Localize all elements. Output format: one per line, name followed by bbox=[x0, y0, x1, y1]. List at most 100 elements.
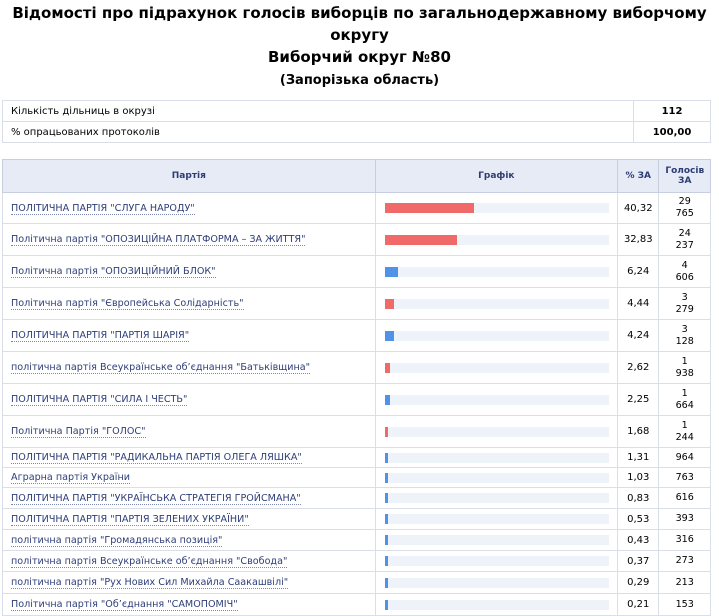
votes-line1: 273 bbox=[675, 555, 694, 566]
table-row: Політична партія "ОПОЗИЦІЙНА ПЛАТФОРМА –… bbox=[2, 223, 711, 256]
percent-cell: 0,29 bbox=[617, 571, 660, 594]
region-subtitle: (Запорізька область) bbox=[279, 73, 440, 88]
party-cell: політична партія Всеукраїнське об’єднанн… bbox=[2, 550, 376, 572]
vote-share-bar bbox=[384, 599, 388, 610]
percent-column-header: % ЗА bbox=[617, 159, 660, 193]
party-cell: Політична партія "Об’єднання "САМОПОМІЧ" bbox=[2, 593, 376, 616]
votes-line2: 237 bbox=[675, 239, 694, 251]
chart-cell bbox=[374, 192, 619, 224]
percent-cell: 1,03 bbox=[617, 467, 660, 488]
bar-track bbox=[384, 493, 609, 503]
processed-value: 100,00 bbox=[633, 121, 711, 143]
party-cell: Політична партія "Європейська Солідарніс… bbox=[2, 287, 376, 320]
party-cell: ПОЛІТИЧНА ПАРТІЯ "ПАРТІЯ ШАРІЯ" bbox=[2, 319, 376, 352]
party-link[interactable]: ПОЛІТИЧНА ПАРТІЯ "РАДИКАЛЬНА ПАРТІЯ ОЛЕГ… bbox=[11, 452, 302, 464]
votes-header-line2: ЗА bbox=[678, 176, 692, 186]
votes-line2: 765 bbox=[675, 208, 694, 219]
bar-track bbox=[384, 599, 609, 610]
table-row: ПОЛІТИЧНА ПАРТІЯ "ПАРТІЯ ЗЕЛЕНИХ УКРАЇНИ… bbox=[2, 508, 711, 530]
bar-track bbox=[384, 203, 609, 213]
party-link[interactable]: ПОЛІТИЧНА ПАРТІЯ "ПАРТІЯ ШАРІЯ" bbox=[11, 330, 190, 342]
votes-cell: 393 bbox=[658, 508, 711, 530]
percent-cell: 2,25 bbox=[617, 383, 660, 416]
table-row: Політична партія "ОПОЗИЦІЙНИЙ БЛОК" 6,24 4… bbox=[2, 255, 711, 288]
votes-line1: 213 bbox=[675, 576, 694, 588]
vote-share-bar bbox=[384, 362, 391, 373]
votes-header-line1: Голосів bbox=[665, 166, 705, 176]
party-cell: Політична Партія "ГОЛОС" bbox=[2, 415, 376, 448]
chart-cell bbox=[374, 550, 619, 572]
table-row: ПОЛІТИЧНА ПАРТІЯ "СЛУГА НАРОДУ" 40,32 29 76… bbox=[2, 192, 711, 224]
table-row: політична партія "Громадянська позиція" 0… bbox=[2, 529, 711, 551]
table-row: Політична Партія "ГОЛОС" 1,68 1 244 bbox=[2, 415, 711, 448]
chart-cell bbox=[374, 319, 619, 352]
votes-line1: 393 bbox=[675, 513, 694, 524]
party-link[interactable]: Політична партія "ОПОЗИЦІЙНИЙ БЛОК" bbox=[11, 266, 216, 278]
table-row: Політична партія "Європейська Солідарніс… bbox=[2, 287, 711, 320]
chart-cell bbox=[374, 447, 619, 468]
table-row: ПОЛІТИЧНА ПАРТІЯ "РАДИКАЛЬНА ПАРТІЯ ОЛЕГ… bbox=[2, 447, 711, 468]
party-link[interactable]: Політична партія "Об’єднання "САМОПОМІЧ" bbox=[11, 599, 238, 611]
bar-track bbox=[384, 362, 609, 373]
party-link[interactable]: політична партія Всеукраїнське об’єднанн… bbox=[11, 555, 288, 568]
party-link[interactable]: політична партія Всеукраїнське об’єднанн… bbox=[11, 362, 311, 374]
bar-track bbox=[384, 266, 609, 277]
chart-cell bbox=[374, 487, 619, 509]
table-row: ПОЛІТИЧНА ПАРТІЯ "СИЛА І ЧЕСТЬ" 2,25 1 664 bbox=[2, 383, 711, 416]
chart-cell bbox=[374, 415, 619, 448]
party-cell: політична партія Всеукраїнське об’єднанн… bbox=[2, 351, 376, 384]
vote-share-bar bbox=[384, 493, 388, 503]
vote-share-bar bbox=[384, 394, 390, 405]
party-link[interactable]: ПОЛІТИЧНА ПАРТІЯ "СИЛА І ЧЕСТЬ" bbox=[11, 394, 188, 406]
district-title: Виборчий округ №80 bbox=[268, 48, 451, 66]
votes-cell: 1 938 bbox=[658, 351, 711, 384]
bar-track bbox=[384, 535, 609, 545]
party-link[interactable]: політична партія "Рух Нових Сил Михайла … bbox=[11, 577, 289, 589]
chart-cell bbox=[374, 223, 619, 256]
vote-share-bar bbox=[384, 535, 388, 545]
votes-cell: 213 bbox=[658, 571, 711, 594]
percent-cell: 6,24 bbox=[617, 255, 660, 288]
table-row: ПОЛІТИЧНА ПАРТІЯ "ПАРТІЯ ШАРІЯ" 4,24 3 128 bbox=[2, 319, 711, 352]
party-link[interactable]: Політична партія "Європейська Солідарніс… bbox=[11, 298, 244, 310]
summary-row-stations: Кількість дільниць в окрузі 112 bbox=[2, 100, 711, 122]
chart-cell bbox=[374, 255, 619, 288]
chart-cell bbox=[374, 571, 619, 594]
results-table: Партія Графік % ЗА Голосів ЗА ПОЛІТИЧНА … bbox=[2, 159, 711, 616]
vote-share-bar bbox=[384, 234, 458, 245]
percent-cell: 32,83 bbox=[617, 223, 660, 256]
chart-column-header: Графік bbox=[374, 159, 619, 193]
votes-line2: 606 bbox=[675, 271, 694, 283]
votes-line1: 616 bbox=[675, 492, 694, 503]
party-link[interactable]: Аграрна партія України bbox=[11, 472, 130, 484]
percent-cell: 40,32 bbox=[617, 192, 660, 224]
percent-cell: 4,44 bbox=[617, 287, 660, 320]
party-link[interactable]: ПОЛІТИЧНА ПАРТІЯ "УКРАЇНСЬКА СТРАТЕГІЯ Г… bbox=[11, 492, 301, 505]
votes-cell: 3 128 bbox=[658, 319, 711, 352]
bar-track bbox=[384, 234, 609, 245]
bar-track bbox=[384, 577, 609, 588]
bar-track bbox=[384, 472, 609, 483]
party-link[interactable]: ПОЛІТИЧНА ПАРТІЯ "ПАРТІЯ ЗЕЛЕНИХ УКРАЇНИ… bbox=[11, 513, 249, 526]
party-link[interactable]: Політична Партія "ГОЛОС" bbox=[11, 426, 146, 438]
votes-cell: 616 bbox=[658, 487, 711, 509]
party-link[interactable]: Політична партія "ОПОЗИЦІЙНА ПЛАТФОРМА –… bbox=[11, 234, 306, 246]
chart-cell bbox=[374, 508, 619, 530]
votes-cell: 4 606 bbox=[658, 255, 711, 288]
party-cell: ПОЛІТИЧНА ПАРТІЯ "ПАРТІЯ ЗЕЛЕНИХ УКРАЇНИ… bbox=[2, 508, 376, 530]
party-cell: Політична партія "ОПОЗИЦІЙНА ПЛАТФОРМА –… bbox=[2, 223, 376, 256]
votes-cell: 3 279 bbox=[658, 287, 711, 320]
party-link[interactable]: ПОЛІТИЧНА ПАРТІЯ "СЛУГА НАРОДУ" bbox=[11, 202, 195, 215]
votes-line2: 279 bbox=[675, 303, 694, 315]
party-link[interactable]: політична партія "Громадянська позиція" bbox=[11, 534, 223, 547]
party-cell: Політична партія "ОПОЗИЦІЙНИЙ БЛОК" bbox=[2, 255, 376, 288]
votes-line1: 29 bbox=[678, 196, 691, 207]
votes-line1: 763 bbox=[675, 471, 694, 483]
chart-cell bbox=[374, 351, 619, 384]
table-row: ПОЛІТИЧНА ПАРТІЯ "УКРАЇНСЬКА СТРАТЕГІЯ Г… bbox=[2, 487, 711, 509]
page-header: Відомості про підрахунок голосів виборці… bbox=[0, 0, 719, 90]
percent-cell: 0,37 bbox=[617, 550, 660, 572]
vote-share-bar bbox=[384, 452, 388, 463]
chart-cell bbox=[374, 287, 619, 320]
table-row: політична партія Всеукраїнське об’єднанн… bbox=[2, 351, 711, 384]
